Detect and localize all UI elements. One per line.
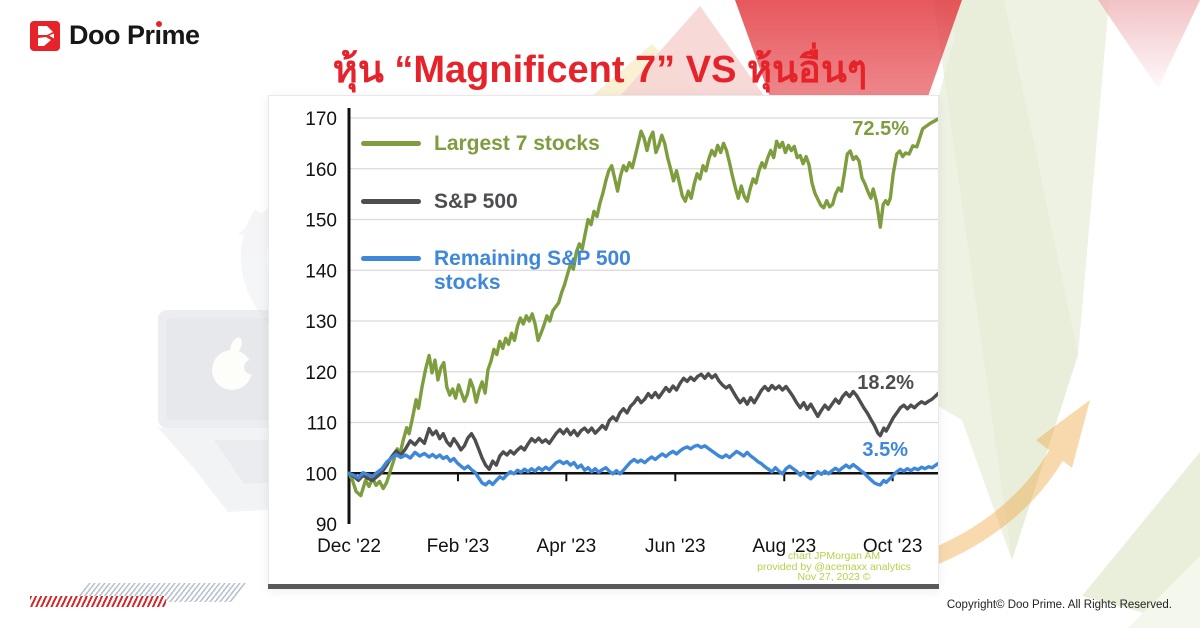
legend-swatch-remaining-sp500 bbox=[361, 256, 421, 261]
source-note-line: Nov 27, 2023 © bbox=[797, 571, 871, 583]
end-value-label-remaining-sp500: 3.5% bbox=[862, 439, 908, 461]
legend-swatch-largest-7 bbox=[361, 141, 421, 146]
doo-prime-logo-icon bbox=[30, 20, 60, 51]
source-note-line: provided by @acemaxx analytics bbox=[757, 560, 911, 573]
legend-item-sp500: S&P 500 bbox=[361, 190, 518, 214]
svg-text:110: 110 bbox=[307, 414, 337, 435]
svg-text:90: 90 bbox=[316, 515, 337, 536]
green-corner-arrow-icon bbox=[1082, 452, 1200, 628]
source-note-line: chart JPMorgan AM bbox=[787, 550, 881, 562]
chart-card: 90 100 110 120 130 140 150 160 170 Dec '22 Feb '23… bbox=[268, 95, 939, 589]
logo-wordmark: Doo Prı me bbox=[69, 20, 200, 50]
legend-item-remaining-sp500: Remaining S&P 500 stocks bbox=[361, 247, 664, 294]
legend-label: S&P 500 bbox=[434, 190, 518, 213]
svg-text:140: 140 bbox=[305, 261, 337, 282]
stripe-pattern-decor bbox=[30, 596, 166, 607]
end-value-label-sp500: 18.2% bbox=[857, 372, 914, 394]
doo-prime-logo: Doo Prı me bbox=[30, 20, 200, 51]
svg-text:150: 150 bbox=[305, 211, 337, 232]
svg-text:120: 120 bbox=[305, 363, 337, 384]
legend-swatch-sp500 bbox=[361, 199, 421, 204]
svg-text:Jun '23: Jun '23 bbox=[645, 536, 706, 557]
line-chart: 90 100 110 120 130 140 150 160 170 Dec '22 Feb '23… bbox=[305, 108, 938, 557]
svg-text:Dec '22: Dec '22 bbox=[317, 536, 381, 557]
chart-source-note: chart JPMorgan AM provided by @acemaxx a… bbox=[724, 551, 944, 583]
svg-text:Feb '23: Feb '23 bbox=[427, 536, 490, 557]
svg-text:100: 100 bbox=[305, 464, 337, 485]
svg-text:160: 160 bbox=[305, 160, 337, 181]
card-bottom-bar bbox=[268, 584, 939, 589]
svg-text:Oct '23: Oct '23 bbox=[863, 536, 923, 557]
legend-label: Largest 7 stocks bbox=[434, 132, 600, 155]
legend-item-largest-7: Largest 7 stocks bbox=[361, 132, 600, 156]
legend-label: Remaining S&P 500 stocks bbox=[434, 247, 631, 294]
svg-text:130: 130 bbox=[305, 312, 337, 333]
svg-text:170: 170 bbox=[305, 109, 337, 130]
logo-i-dot bbox=[155, 21, 162, 27]
page-title: หุ้น “Magnificent 7” VS หุ้นอื่นๆ bbox=[332, 49, 868, 91]
end-value-label-largest-7: 72.5% bbox=[852, 118, 909, 140]
svg-text:Apr '23: Apr '23 bbox=[537, 536, 597, 557]
svg-text:Aug '23: Aug '23 bbox=[752, 536, 816, 557]
copyright-text: Copyright© Doo Prime. All Rights Reserve… bbox=[946, 599, 1172, 611]
